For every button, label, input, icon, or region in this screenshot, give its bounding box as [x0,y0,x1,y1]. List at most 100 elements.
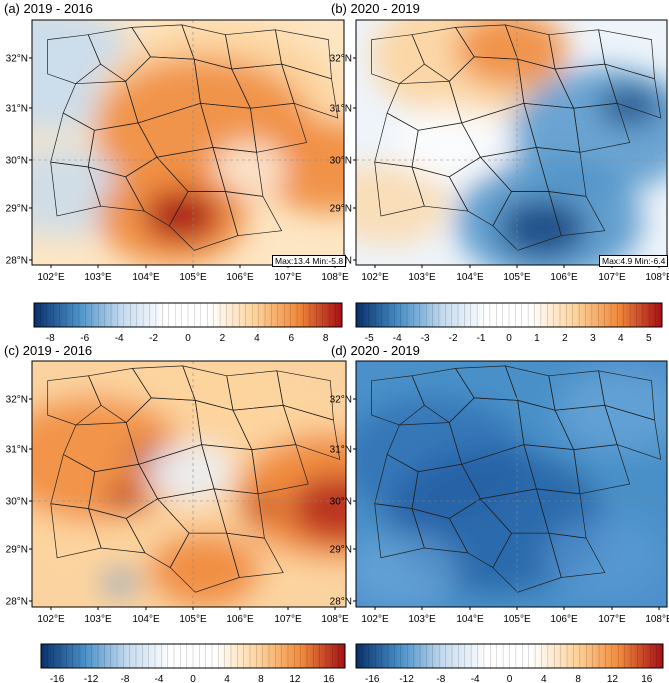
lon-tick-label: 106°E [550,614,578,625]
colorbar-label: -8 [46,333,55,344]
lat-tick-label: 28°N [6,597,28,608]
county-boundary [573,102,631,153]
colorbar-label: -4 [471,674,480,683]
lon-tick-label: 105°E [179,614,207,625]
lon-tick-label: 103°E [408,272,436,283]
county-boundary [548,191,606,236]
colorbar-frame [33,302,343,328]
field-blob [148,532,262,607]
field-blob [356,162,450,246]
lat-tick-label: 32°N [6,54,28,65]
lon-tick-label: 103°E [84,614,112,625]
colorbar-frame [40,643,346,669]
county-boundary [250,102,308,153]
map-d [355,360,668,608]
colorbar-label: 8 [258,674,264,683]
field-c [32,361,346,607]
lat-tick-label: 30°N [6,497,28,508]
colorbar-cb-a: -8 -6 -4 -2 0 2 4 6 8 [33,302,343,344]
colorbar-label: 3 [590,333,596,344]
map-a [31,19,345,266]
lon-tick-label: 107°E [274,614,302,625]
field-blob [245,498,277,520]
lon-tick-label: 108°E [321,272,349,283]
admin-borders-b [371,24,662,251]
lat-tick-label: 30°N [330,156,352,167]
lon-tick-label: 102°E [361,272,389,283]
colorbar-label: -2 [449,333,458,344]
county-boundary [371,375,425,426]
map-frame-d [355,360,668,608]
colorbar-ramp [41,644,345,668]
map-b [355,19,668,266]
colorbar-label: 12 [289,674,301,683]
county-boundary [548,532,606,578]
colorbar-label: -16 [365,674,380,683]
lon-tick-label: 108°E [645,614,669,625]
field-blob [499,199,587,258]
colorbar-cb-b: -5 -4 -3 -2 -1 0 1 2 3 4 5 [355,302,663,344]
lon-tick-label: 102°E [37,614,65,625]
lat-tick-label: 31°N [330,445,352,456]
lon-tick-label: 102°E [37,272,65,283]
county-boundary [282,404,341,460]
field-blob [289,475,346,543]
lat-tick-label: 29°N [6,545,28,556]
panel-d-title: (d) 2020 - 2019 [331,343,420,358]
colorbar-label: 1 [534,333,540,344]
colorbar-label: 4 [541,674,547,683]
field-blob [455,20,568,87]
colorbar-label: -8 [436,674,445,683]
colorbar-label: 6 [288,333,294,344]
panel-c-title: (c) 2019 - 2016 [4,343,93,358]
lat-tick-label: 28°N [6,256,28,267]
panel-a-title: (a) 2019 - 2016 [4,1,93,16]
colorbar-label: -4 [155,674,164,683]
admin-borders-c [47,365,341,593]
field-blob [558,368,667,453]
admin-borders-a [47,24,339,251]
colorbar-label: 0 [190,674,196,683]
county-boundary [251,444,309,495]
colorbar-cb-d: -16 -12 -8 -4 0 4 8 12 16 [355,643,664,683]
field-d [356,361,667,607]
colorbar-label: -16 [50,674,65,683]
lon-tick-label: 107°E [598,614,626,625]
county-boundary [47,34,102,85]
field-b [356,20,667,265]
colorbar-label: 2 [220,333,226,344]
lat-tick-label: 32°N [6,395,28,406]
field-blob [145,442,233,501]
lat-tick-label: 29°N [6,204,28,215]
colorbar-label: -4 [115,333,124,344]
field-a [32,20,344,265]
field-blob [107,483,146,509]
field-blob [101,569,139,595]
lat-tick-label: 31°N [6,104,28,115]
field-blob [542,515,667,600]
lon-tick-label: 106°E [550,272,578,283]
colorbar-label: 16 [323,674,335,683]
panel-a-stats: Max:13.4 Min:-5.8 [272,255,347,267]
map-frame-a [31,19,345,266]
field-blob [356,532,459,607]
lat-tick-label: 29°N [330,545,352,556]
lon-tick-label: 104°E [456,614,484,625]
panel-b-min: Min:-6.4 [634,256,666,266]
county-boundary [226,532,284,578]
county-boundary [47,375,102,426]
colorbar-label: -12 [84,674,99,683]
field-blob [212,142,288,192]
lat-tick-label: 32°N [330,54,352,65]
panel-a-min: Min:-5.8 [312,256,344,266]
panel-b-title: (b) 2020 - 2019 [331,1,420,16]
colorbar-label: -1 [477,333,486,344]
lat-tick-label: 31°N [6,445,28,456]
county-boundary [573,444,631,495]
colorbar-label: 0 [507,674,513,683]
colorbar-label: 8 [575,674,581,683]
colorbar-label: 8 [323,333,329,344]
map-frame-b [355,19,668,266]
lon-tick-label: 105°E [503,614,531,625]
map-frame-c [31,360,347,608]
